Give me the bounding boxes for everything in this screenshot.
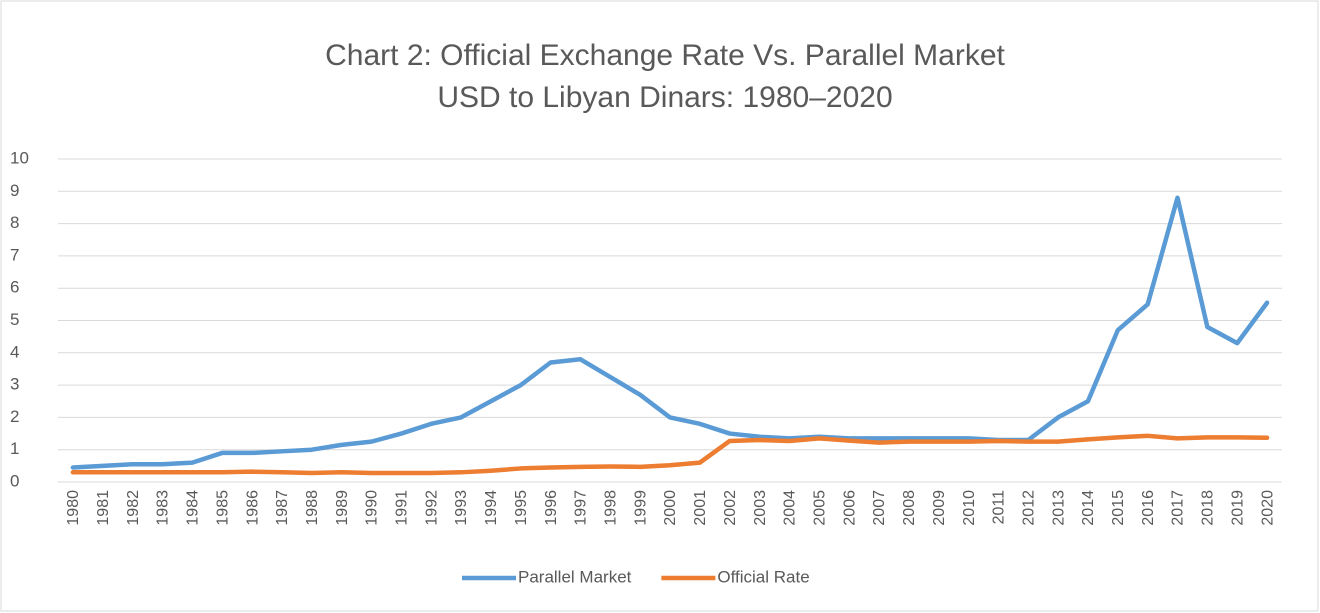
x-tick-label: 2001 [692,490,709,526]
x-tick-label: 2007 [871,490,888,526]
y-tick-label: 5 [10,310,19,329]
x-tick-label: 2014 [1080,490,1097,526]
series-line [70,433,1270,476]
x-tick-label: 1991 [394,490,411,526]
y-tick-label: 10 [10,148,29,167]
x-tick-label: 1992 [423,490,440,526]
x-tick-label: 2020 [1259,490,1276,526]
y-tick-label: 4 [10,342,19,361]
x-tick-label: 1988 [304,490,321,526]
x-tick-label: 1987 [274,490,291,526]
x-tick-label: 1994 [483,490,500,526]
x-tick-label: 2009 [931,490,948,526]
x-tick-label: 2010 [961,490,978,526]
x-tick-label: 1997 [573,490,590,526]
x-tick-label: 2003 [752,490,769,526]
x-tick-label: 2008 [901,490,918,526]
x-tick-label: 1990 [364,490,381,526]
y-tick-label: 7 [10,245,19,264]
x-tick-label: 1989 [334,490,351,526]
x-tick-label: 2012 [1020,490,1037,526]
x-tick-label: 2000 [662,490,679,526]
x-tick-label: 1985 [214,490,231,526]
x-tick-label: 2019 [1229,490,1246,526]
x-tick-label: 1983 [155,490,172,526]
legend-label: Official Rate [717,567,809,586]
x-tick-label: 1982 [125,490,142,526]
y-tick-label: 2 [10,407,19,426]
x-tick-label: 1986 [244,490,261,526]
x-tick-label: 2002 [722,490,739,526]
x-tick-label: 2005 [811,490,828,526]
x-tick-label: 1995 [513,490,530,526]
x-tick-label: 1999 [632,490,649,526]
y-tick-label: 9 [10,181,19,200]
y-tick-label: 6 [10,278,19,297]
y-tick-label: 1 [10,439,19,458]
x-tick-label: 1993 [453,490,470,526]
y-tick-label: 0 [10,471,19,490]
x-tick-label: 1980 [65,490,82,526]
x-tick-label: 2013 [1050,490,1067,526]
chart-subtitle: USD to Libyan Dinars: 1980–2020 [437,81,892,114]
x-tick-label: 2011 [991,490,1008,525]
legend-label: Parallel Market [518,567,632,586]
x-tick-label: 1998 [603,490,620,526]
x-tick-label: 1984 [185,490,202,526]
x-tick-label: 2017 [1170,490,1187,526]
x-tick-label: 2015 [1110,490,1127,526]
x-tick-label: 2006 [841,490,858,526]
y-tick-label: 3 [10,375,19,394]
x-tick-label: 1996 [543,490,560,526]
x-tick-label: 1981 [95,490,112,526]
x-tick-label: 2018 [1200,490,1217,526]
x-tick-label: 2016 [1140,490,1157,526]
x-tick-label: 2004 [782,490,799,526]
series-line [70,195,1270,470]
y-tick-label: 8 [10,213,19,232]
chart-title: Chart 2: Official Exchange Rate Vs. Para… [325,39,1005,72]
